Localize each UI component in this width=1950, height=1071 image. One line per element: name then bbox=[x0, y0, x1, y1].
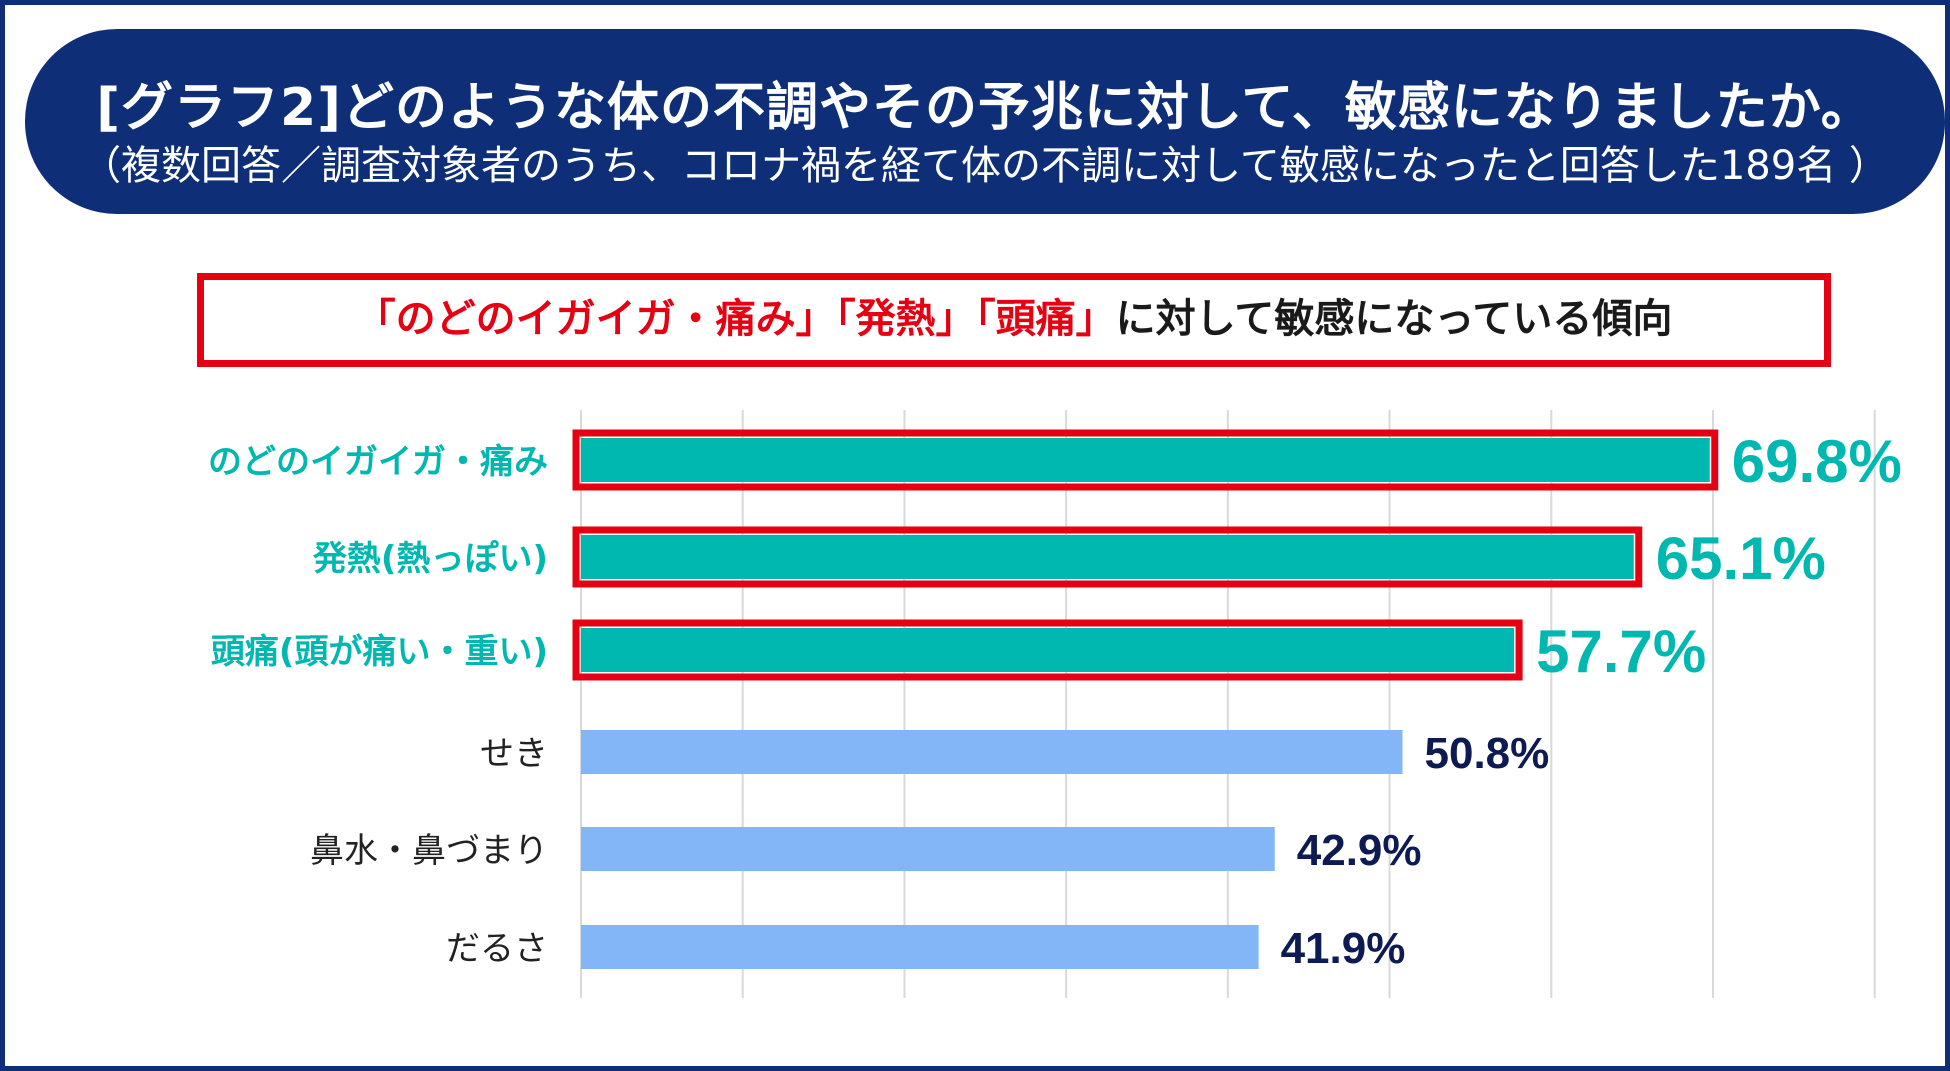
callout-text: に対して敏感になっている傾向 bbox=[1115, 296, 1673, 342]
callout-highlight: 「のどのイガイガ・痛み」「発熱」「頭痛」 bbox=[355, 296, 1116, 342]
category-label: 鼻水・鼻づまり bbox=[310, 831, 548, 871]
bar bbox=[581, 925, 1259, 969]
value-label: 41.9% bbox=[1281, 924, 1406, 973]
category-label: だるさ bbox=[446, 929, 548, 969]
callout-box: 「のどのイガイガ・痛み」「発熱」「頭痛」に対して敏感になっている傾向 bbox=[197, 273, 1831, 367]
value-label: 50.8% bbox=[1425, 729, 1550, 778]
chart-subtitle: （複数回答／調査対象者のうち、コロナ禍を経て体の不調に対して敏感になったと回答し… bbox=[81, 143, 1889, 189]
bar-highlight-outline bbox=[572, 429, 1719, 491]
bar bbox=[581, 827, 1275, 871]
bar bbox=[581, 535, 1634, 579]
title-banner: [グラフ2]どのような体の不調やその予兆に対して、敏感になりましたか。 （複数回… bbox=[25, 29, 1945, 214]
category-label: のどのイガイガ・痛み bbox=[208, 442, 548, 482]
bar-highlight-outline bbox=[572, 619, 1523, 681]
bar bbox=[581, 438, 1710, 482]
bar bbox=[581, 628, 1515, 672]
value-label: 65.1% bbox=[1656, 525, 1826, 592]
category-label: せき bbox=[480, 734, 548, 774]
bar bbox=[581, 730, 1403, 774]
bar-highlight-outline bbox=[572, 526, 1643, 588]
value-label: 57.7% bbox=[1536, 618, 1706, 685]
chart-title: [グラフ2]どのような体の不調やその予兆に対して、敏感になりましたか。 bbox=[96, 78, 1874, 138]
value-label: 69.8% bbox=[1732, 428, 1902, 495]
category-label: 頭痛(頭が痛い・重い) bbox=[211, 632, 548, 672]
value-label: 42.9% bbox=[1297, 826, 1422, 875]
category-label: 発熱(熱っぽい) bbox=[313, 539, 548, 579]
